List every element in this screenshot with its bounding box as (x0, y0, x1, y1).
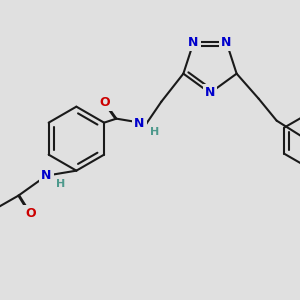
Text: N: N (188, 36, 199, 49)
Text: H: H (150, 127, 159, 137)
Text: N: N (205, 86, 215, 100)
Text: N: N (41, 169, 52, 182)
Text: O: O (99, 96, 110, 109)
Text: H: H (56, 179, 65, 189)
Text: O: O (25, 207, 36, 220)
Text: N: N (221, 36, 232, 49)
Text: N: N (134, 117, 145, 130)
